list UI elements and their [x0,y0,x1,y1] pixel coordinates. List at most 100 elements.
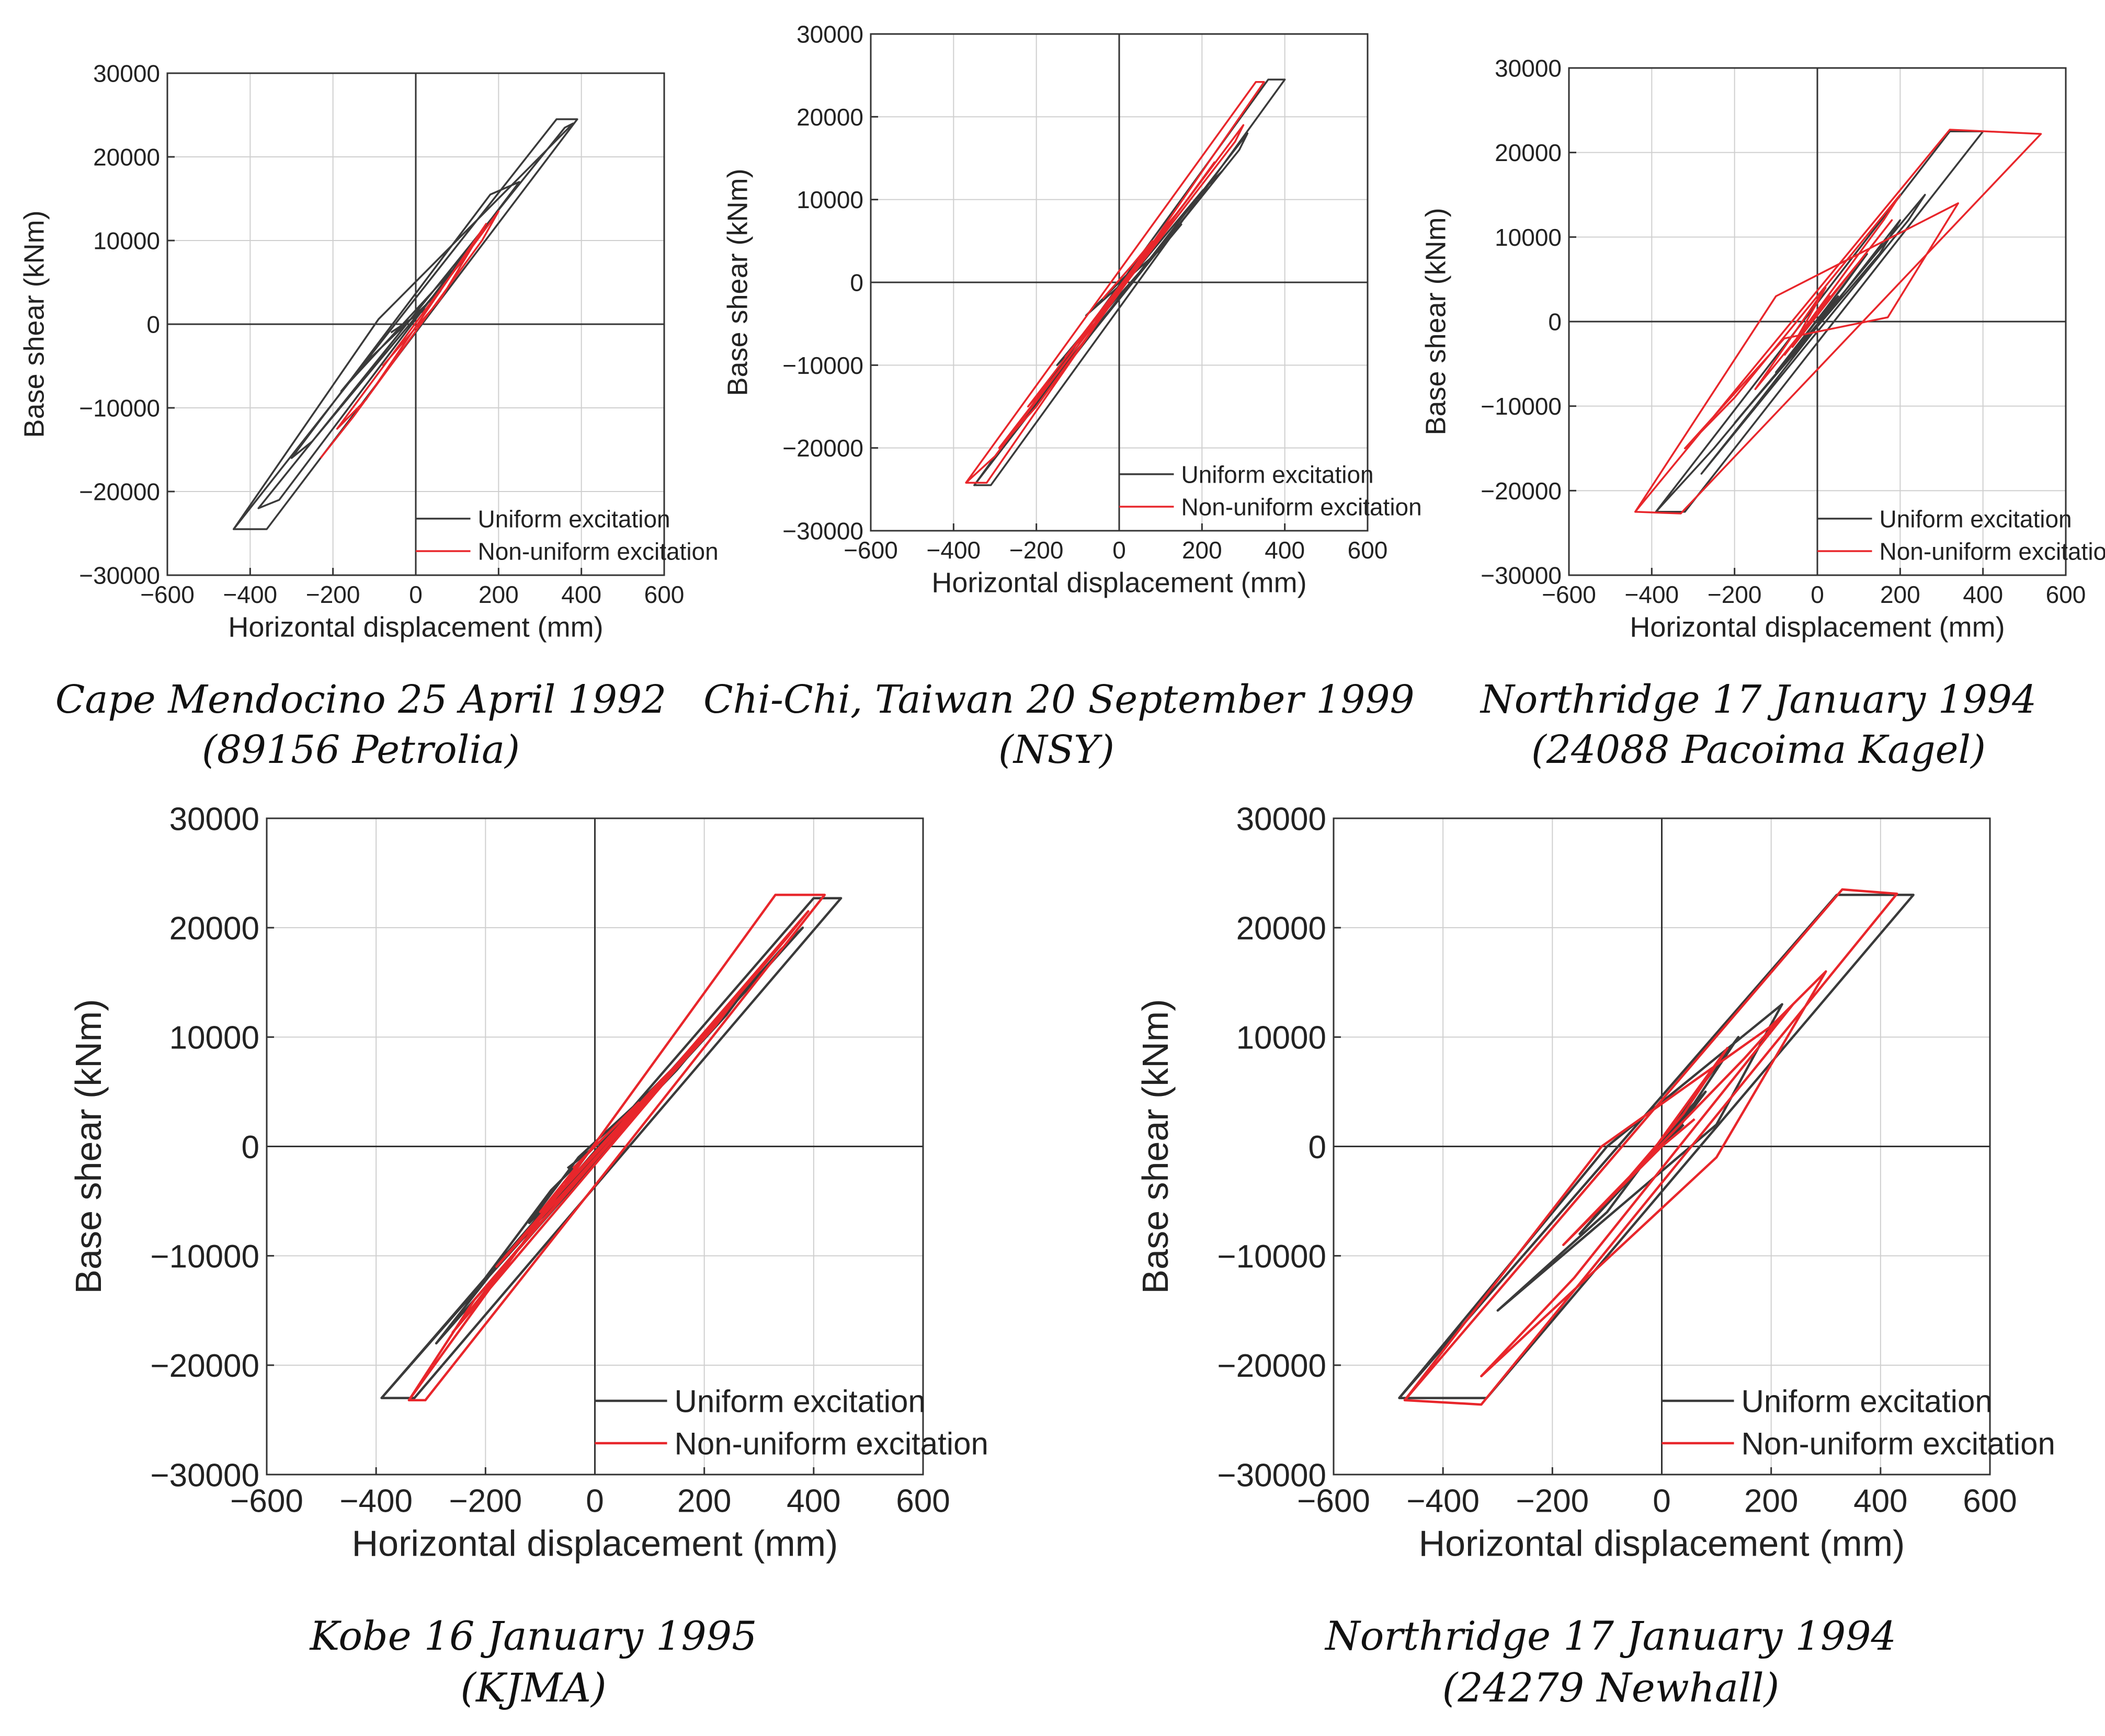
y-tick-label: 0 [146,311,160,338]
x-tick-label: −600 [844,536,898,564]
y-tick-label: 20000 [93,144,160,171]
x-tick-label: 200 [1744,1483,1798,1519]
y-axis-label: Base shear (kNm) [1135,999,1176,1294]
y-tick-label: 10000 [1236,1020,1326,1056]
x-tick-label: 0 [1112,536,1126,564]
caption-line-1: Northridge 17 January 1994 [1325,1613,1896,1659]
x-tick-label: −400 [927,536,981,564]
chart-panel-cape-mendocino: −600 −400 −200 0 200 400 600 −30000 −20000 −10000… [0,21,719,773]
y-tick-label: −20000 [79,478,160,506]
x-tick-label: 200 [677,1483,731,1519]
legend-label: Non-uniform excitation [1880,538,2105,565]
y-tick-label: 20000 [1495,139,1562,166]
x-tick-label: −600 [1542,581,1596,608]
y-tick-label: −30000 [150,1457,259,1493]
y-tick-label: −30000 [1217,1457,1326,1493]
y-axis-label: Base shear (kNm) [68,999,109,1294]
chart-northridge-pacoima: −600 −400 −200 0 200 400 600 −30000 −20000 −10000… [1420,55,2105,643]
y-tick-label: −30000 [79,562,160,589]
legend-label: Non-uniform excitation [1181,494,1422,521]
x-tick-label: 400 [787,1483,840,1519]
chart-caption: Cape Mendocino 25 April 1992 (89156 Petr… [21,675,701,775]
caption-line-2: (89156 Petrolia) [201,727,520,773]
x-tick-label: −200 [1516,1483,1589,1519]
x-tick-label: 400 [1963,581,2003,608]
x-tick-label: 0 [586,1483,604,1519]
series-non-uniform-excitation [965,81,1265,484]
chart-panel-chi-chi: −600 −400 −200 0 200 400 600 −30000 −20000 −10000… [703,0,1422,773]
x-tick-label: −600 [1297,1483,1370,1519]
x-tick-label: −200 [1009,536,1064,564]
caption-line-1: Chi-Chi, Taiwan 20 September 1999 [703,677,1415,722]
caption-line-1: Kobe 16 January 1995 [310,1613,757,1659]
legend-label: Non-uniform excitation [675,1426,988,1461]
y-tick-label: 0 [1308,1129,1326,1166]
y-tick-label: −20000 [1481,477,1562,505]
chart-panel-northridge-newhall: −600 −400 −200 0 200 400 600 −30000 −20000 −10000… [1088,784,2081,1726]
x-tick-label: 400 [1853,1483,1907,1519]
x-tick-label: 0 [409,581,423,608]
y-tick-label: −10000 [79,395,160,422]
legend-label: Uniform excitation [1742,1384,1993,1419]
y-axis-label: Base shear (kNm) [722,168,754,396]
series-non-uniform-excitation [407,894,826,1402]
x-tick-label: −200 [449,1483,522,1519]
x-tick-label: 600 [1963,1483,2017,1519]
series-non-uniform-excitation [320,210,500,459]
y-tick-label: −20000 [1217,1348,1326,1384]
legend-label: Non-uniform excitation [1742,1426,2055,1461]
x-tick-label: 600 [1348,536,1388,564]
x-tick-label: −600 [140,581,195,608]
x-axis-label: Horizontal displacement (mm) [1419,1523,1905,1563]
caption-line-2: (24279 Newhall) [1442,1664,1780,1711]
x-tick-label: 400 [1265,536,1305,564]
y-tick-label: 30000 [1495,55,1562,82]
x-tick-label: −600 [230,1483,303,1519]
y-tick-label: 20000 [797,104,863,131]
legend-label: Uniform excitation [1880,505,2072,532]
chart-panel-kobe: −600 −400 −200 0 200 400 600 −30000 −20000 −10000… [47,784,1015,1726]
caption-line-2: (NSY) [998,727,1115,773]
legend-label: Uniform excitation [1181,461,1374,488]
x-tick-label: −400 [339,1483,413,1519]
x-axis-label: Horizontal displacement (mm) [1630,612,2005,643]
caption-line-2: (24088 Pacoima Kagel) [1531,727,1986,773]
y-tick-label: 10000 [169,1020,259,1056]
y-tick-label: 20000 [1236,910,1326,946]
y-tick-label: 10000 [797,186,863,213]
y-tick-label: 30000 [1236,801,1326,837]
caption-line-1: Cape Mendocino 25 April 1992 [55,677,667,722]
x-tick-label: 0 [1811,581,1824,608]
x-tick-label: −200 [306,581,360,608]
series-non-uniform-excitation [1403,888,1898,1406]
y-tick-label: 0 [850,269,863,296]
y-tick-label: −10000 [1481,393,1562,420]
chart-northridge-newhall: −600 −400 −200 0 200 400 600 −30000 −20000 −10000… [1135,801,2055,1563]
x-tick-label: −200 [1708,581,1762,608]
caption-line-2: (KJMA) [460,1664,607,1711]
series-non-uniform-excitation [1634,129,2042,515]
y-tick-label: −30000 [782,518,863,545]
x-tick-label: 600 [896,1483,950,1519]
chart-caption: Northridge 17 January 1994 (24088 Pacoim… [1412,675,2105,775]
y-tick-label: 10000 [93,227,160,255]
x-tick-label: 600 [2046,581,2086,608]
x-tick-label: 0 [1653,1483,1670,1519]
x-tick-label: 200 [1182,536,1222,564]
chart-panel-northridge-pacoima: −600 −400 −200 0 200 400 600 −30000 −20000 −10000… [1412,21,2105,773]
series-uniform-excitation [232,118,578,530]
chart-chi-chi: −600 −400 −200 0 200 400 600 −30000 −20000 −10000… [722,21,1422,599]
y-axis-label: Base shear (kNm) [1420,208,1452,435]
y-tick-label: −10000 [782,352,863,379]
x-axis-label: Horizontal displacement (mm) [931,567,1306,599]
x-tick-label: 600 [644,581,685,608]
x-tick-label: −400 [1625,581,1679,608]
chart-kobe: −600 −400 −200 0 200 400 600 −30000 −20000 −10000… [68,801,988,1563]
y-tick-label: 0 [242,1129,259,1166]
legend-label: Uniform excitation [478,505,670,532]
x-axis-label: Horizontal displacement (mm) [352,1523,838,1563]
chart-caption: Chi-Chi, Taiwan 20 September 1999 (NSY) [703,675,1415,775]
x-tick-label: 200 [479,581,519,608]
y-tick-label: −30000 [1481,562,1562,589]
